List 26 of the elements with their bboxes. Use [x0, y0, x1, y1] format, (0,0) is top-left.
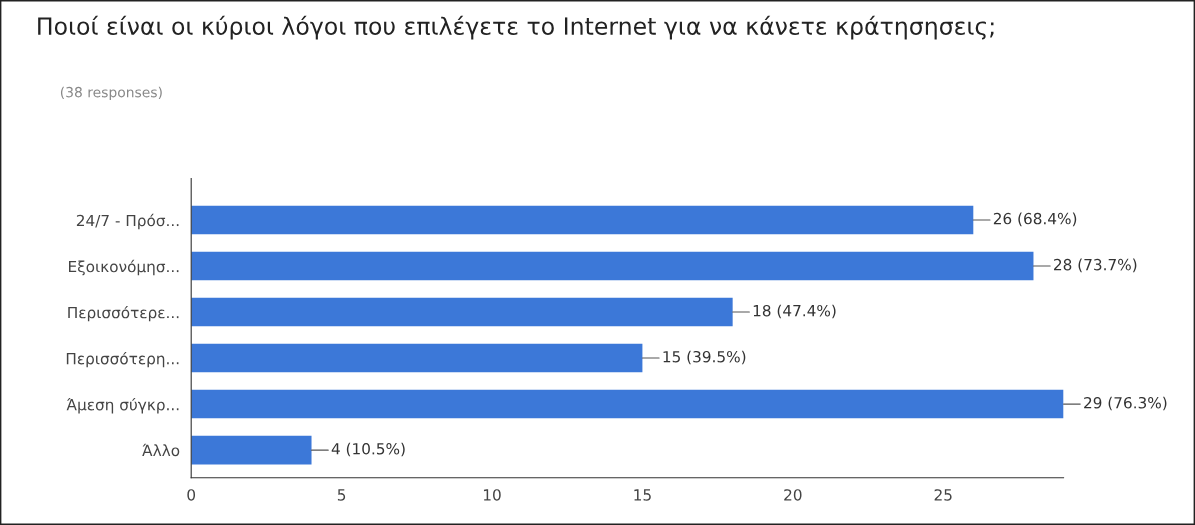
y-tick-label: Άλλο — [142, 443, 180, 457]
bar — [191, 343, 643, 373]
data-label: 26 (68.4%) — [993, 212, 1077, 227]
y-tick-label: Άμεση σύγκρ... — [66, 397, 179, 414]
x-tick-label: 15 — [634, 489, 651, 501]
data-label: 15 (39.5%) — [663, 350, 746, 365]
data-label: 4 (10.5%) — [331, 442, 405, 457]
y-tick-label: Εξοικονόμησ... — [69, 259, 179, 276]
y-tick-label: Περισσότερη... — [66, 351, 179, 368]
data-label: 29 (76.3%) — [1084, 396, 1167, 411]
bar — [191, 389, 1064, 419]
chart-subtitle: (38 responses) — [60, 86, 162, 101]
x-tick-label: 5 — [337, 489, 346, 501]
x-tick-label: 20 — [784, 489, 802, 501]
y-tick-label: 24/7 - Πρόσ... — [76, 213, 179, 230]
data-label: 28 (73.7%) — [1054, 258, 1137, 273]
x-tick-label: 25 — [934, 489, 952, 501]
bar — [191, 205, 974, 235]
bar — [191, 251, 1034, 281]
data-label: 18 (47.4%) — [753, 304, 836, 319]
y-tick-label: Περισσότερε... — [68, 305, 179, 322]
x-tick-label: 0 — [187, 489, 196, 501]
bar — [191, 297, 733, 327]
x-tick-label: 10 — [483, 489, 501, 501]
bar — [191, 435, 312, 465]
chart-title: Ποιοί είναι οι κύριοι λόγοι που επιλέγετε το Internet για να κάνετε κράτησησεις; — [38, 15, 994, 40]
